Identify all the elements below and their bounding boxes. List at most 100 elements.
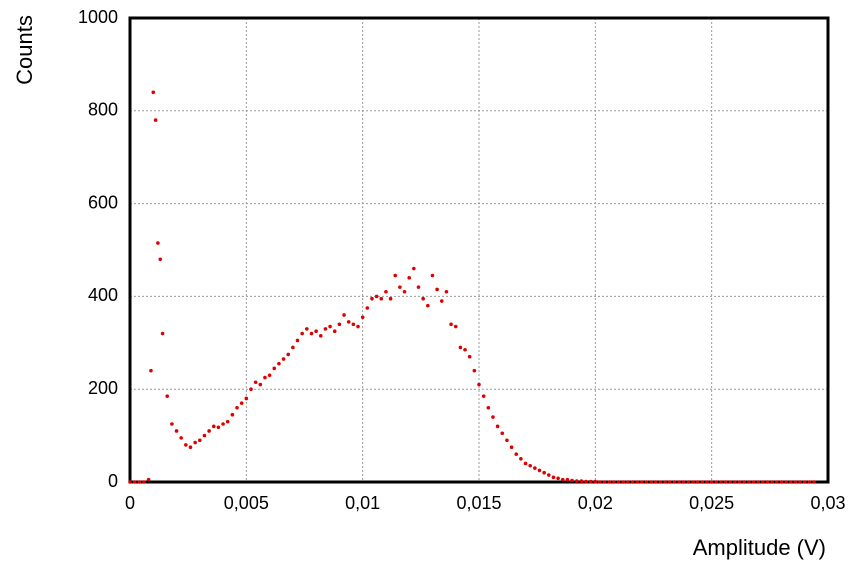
point xyxy=(421,296,425,301)
y-tick-label: 0 xyxy=(108,471,118,491)
point xyxy=(761,480,765,484)
point xyxy=(672,480,677,484)
point xyxy=(779,480,784,484)
point xyxy=(444,289,449,294)
point xyxy=(714,480,719,484)
point xyxy=(598,480,602,484)
point xyxy=(528,463,532,468)
point xyxy=(630,480,635,484)
point xyxy=(574,479,579,483)
point xyxy=(733,480,737,484)
x-tick-label: 0,025 xyxy=(689,493,734,513)
point xyxy=(305,327,309,331)
point xyxy=(784,480,788,484)
point xyxy=(737,480,742,484)
point xyxy=(477,382,481,387)
point xyxy=(635,480,640,484)
point xyxy=(588,479,593,484)
point xyxy=(505,438,509,443)
point xyxy=(435,287,439,292)
point xyxy=(221,422,225,426)
point xyxy=(649,480,653,484)
point xyxy=(412,266,416,271)
point xyxy=(612,480,616,484)
point xyxy=(439,299,444,303)
point xyxy=(472,368,477,373)
point xyxy=(132,480,137,484)
point xyxy=(249,387,253,392)
point xyxy=(323,327,328,331)
point xyxy=(225,419,230,424)
y-tick-label: 200 xyxy=(88,378,118,398)
point xyxy=(300,331,304,336)
point xyxy=(149,368,153,373)
point xyxy=(570,478,574,483)
point xyxy=(137,480,142,484)
point xyxy=(207,429,211,433)
point xyxy=(709,480,714,484)
point xyxy=(156,241,160,245)
point xyxy=(263,375,267,380)
point xyxy=(691,480,695,484)
point xyxy=(719,480,723,484)
point xyxy=(551,475,556,480)
point xyxy=(514,452,519,456)
point xyxy=(663,480,667,484)
point xyxy=(700,480,705,484)
point xyxy=(556,476,560,481)
point xyxy=(198,438,202,443)
y-tick-label: 600 xyxy=(88,192,118,212)
point xyxy=(565,477,570,482)
point xyxy=(295,338,300,343)
point xyxy=(793,480,798,484)
x-axis-label: Amplitude (V) xyxy=(693,535,826,560)
point xyxy=(481,394,486,398)
point xyxy=(500,431,505,436)
point xyxy=(449,322,453,327)
point xyxy=(309,331,314,336)
point xyxy=(416,285,421,289)
point xyxy=(239,401,244,405)
point xyxy=(230,412,235,417)
point xyxy=(798,480,802,484)
x-tick-label: 0,015 xyxy=(456,493,501,513)
point xyxy=(281,357,286,361)
point xyxy=(365,306,370,310)
point xyxy=(165,394,170,398)
point xyxy=(356,324,360,329)
point xyxy=(370,296,374,301)
point xyxy=(523,461,528,466)
point xyxy=(253,380,258,385)
point xyxy=(770,480,774,484)
point xyxy=(602,480,607,484)
x-tick-label: 0,03 xyxy=(810,493,845,513)
point xyxy=(519,457,523,461)
point xyxy=(723,480,728,484)
point xyxy=(640,480,644,484)
point xyxy=(626,480,630,484)
point xyxy=(542,470,546,475)
point xyxy=(681,480,686,484)
point xyxy=(170,422,174,426)
x-tick-label: 0 xyxy=(125,493,135,513)
point xyxy=(751,480,756,484)
point xyxy=(337,322,342,327)
point xyxy=(277,361,281,366)
point xyxy=(153,118,158,122)
point xyxy=(146,477,151,482)
point xyxy=(654,480,658,484)
point xyxy=(593,479,598,484)
point xyxy=(328,324,332,329)
point xyxy=(128,480,132,484)
point xyxy=(533,466,537,470)
point xyxy=(742,480,747,484)
point xyxy=(151,90,156,95)
point xyxy=(202,433,207,438)
point xyxy=(430,273,435,278)
x-tick-label: 0,01 xyxy=(345,493,380,513)
x-tick-label: 0,005 xyxy=(224,493,269,513)
point xyxy=(658,480,663,484)
point xyxy=(272,366,277,371)
point xyxy=(184,443,188,447)
